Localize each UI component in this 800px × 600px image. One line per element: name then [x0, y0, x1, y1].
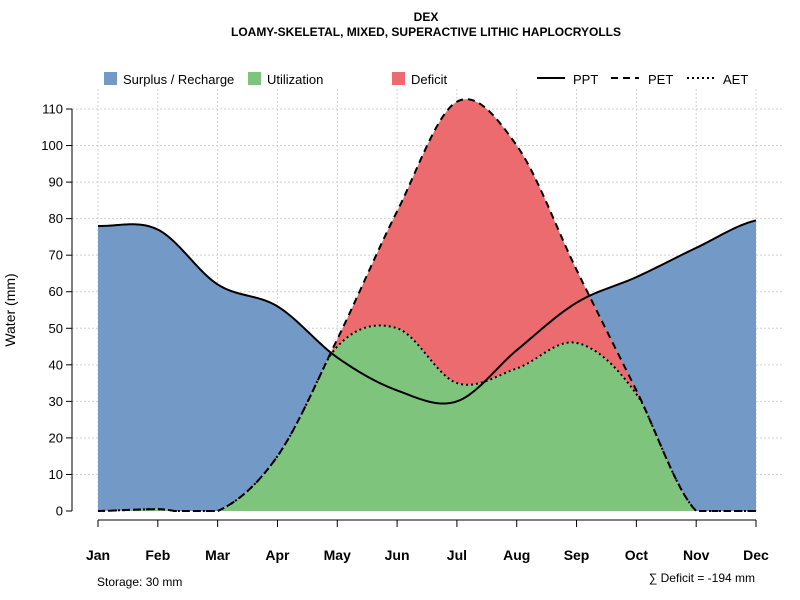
y-tick-label: 40: [49, 357, 63, 372]
legend-label-ppt: PPT: [573, 72, 598, 87]
x-tick-label: Jun: [385, 547, 410, 563]
y-axis-label: Water (mm): [2, 273, 18, 346]
y-tick-label: 60: [49, 284, 63, 299]
legend-swatch-surplus: [104, 72, 117, 85]
y-tick-label: 110: [42, 102, 63, 117]
chart-title: DEX: [414, 10, 439, 24]
legend-label-surplus: Surplus / Recharge: [123, 72, 234, 87]
x-tick-label: Feb: [145, 547, 170, 563]
x-tick-label: Sep: [564, 547, 590, 563]
areas: [98, 99, 756, 511]
x-tick-label: Apr: [265, 547, 290, 563]
y-tick-label: 80: [49, 211, 63, 226]
x-tick-label: Aug: [503, 547, 530, 563]
utilization-area: [98, 325, 756, 511]
y-tick-label: 70: [49, 248, 63, 263]
series-line-aet: [97, 324, 756, 512]
series-lines: [97, 98, 757, 512]
y-tick-label: 90: [49, 175, 63, 190]
deficit-area: [98, 99, 756, 511]
y-tick-label: 30: [49, 394, 63, 409]
legend-swatch-utilization: [248, 72, 261, 85]
deficit-note: ∑ Deficit = -194 mm: [649, 571, 755, 585]
storage-note: Storage: 30 mm: [97, 575, 182, 589]
legend-swatch-deficit: [392, 72, 405, 85]
x-tick-label: Nov: [683, 547, 710, 563]
legend-label-deficit: Deficit: [411, 72, 448, 87]
legend: Surplus / Recharge Utilization Deficit P…: [104, 72, 748, 87]
x-tick-label: Mar: [205, 547, 230, 563]
y-tick-label: 0: [56, 504, 63, 519]
y-tick-label: 50: [49, 321, 63, 336]
y-tick-label: 10: [49, 467, 63, 482]
legend-label-aet: AET: [723, 72, 748, 87]
x-tick-label: May: [324, 547, 351, 563]
x-tick-label: Jul: [447, 547, 467, 563]
y-tick-label: 20: [49, 430, 63, 445]
legend-label-utilization: Utilization: [267, 72, 323, 87]
legend-label-pet: PET: [648, 72, 673, 87]
chart-subtitle: LOAMY-SKELETAL, MIXED, SUPERACTIVE LITHI…: [231, 25, 621, 39]
x-tick-label: Oct: [625, 547, 649, 563]
x-tick-label: Dec: [743, 547, 769, 563]
series-line-ppt: [97, 219, 757, 405]
y-tick-label: 100: [41, 138, 63, 153]
axes: 0 10 20 30 40 50 60 70 80 90 100 110 Jan Feb Mar Apr May…: [41, 102, 769, 564]
x-tick-label: Jan: [86, 547, 110, 563]
surplus-area: [98, 99, 756, 511]
